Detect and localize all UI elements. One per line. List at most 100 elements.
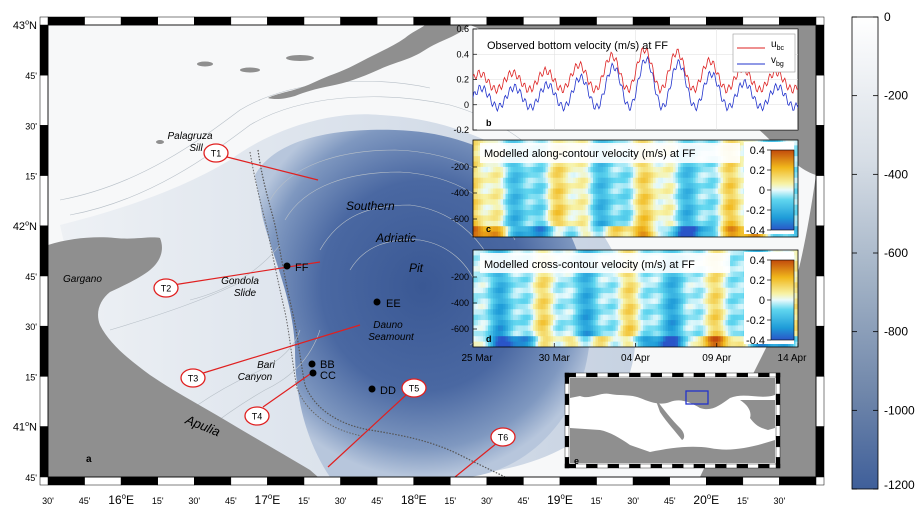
- date-tick-label: 14 Apr: [778, 353, 808, 364]
- date-tick-label: 30 Mar: [539, 353, 571, 364]
- depth-tick-label: -1200: [884, 478, 915, 492]
- velocity-cbar-tick: 0.2: [750, 275, 765, 287]
- transect-t1: T1: [211, 149, 222, 159]
- lat-label: 45': [25, 473, 37, 483]
- panel-b-y-ticks: 0.6 0.4 0.2 0 -0.2: [453, 24, 477, 135]
- depth-colorbar: 0 -200 -400 -600 -800 -1000 -1200: [851, 10, 915, 492]
- date-tick-label: 04 Apr: [621, 353, 651, 364]
- latitude-labels: 43oN 45' 30' 15' 42oN 45' 30' 15' 41oN 45': [13, 19, 37, 483]
- panel-b: Observed bottom velocity (m/s) at FF ubc…: [453, 24, 799, 135]
- transect-t2: T2: [161, 284, 172, 294]
- lon-label: 15': [298, 496, 310, 506]
- lon-label: 30': [774, 496, 786, 506]
- transect-t6: T6: [498, 433, 509, 443]
- station-cc-marker: [309, 369, 317, 377]
- legend-v-label: vbg: [771, 55, 784, 68]
- depth-axis-tick: -600: [451, 324, 469, 334]
- lon-label: 30': [335, 496, 347, 506]
- lon-label: 17oE: [255, 492, 281, 507]
- lat-label: 15': [25, 372, 37, 382]
- v-bg-series-line: [473, 55, 798, 113]
- panel-e-inset: e: [564, 372, 781, 469]
- legend-u-label: ubc: [771, 39, 784, 52]
- map-frame: [39, 16, 825, 486]
- station-dd-label: DD: [380, 385, 396, 397]
- panel-b-y-tick: 0: [464, 100, 469, 110]
- lon-label: 20oE: [693, 492, 719, 507]
- inset-frame: [564, 372, 781, 469]
- transect-t4: T4: [252, 412, 263, 422]
- lat-label: 43oN: [13, 19, 37, 32]
- depth-tick-label: -600: [884, 246, 908, 260]
- station-bb-label: BB: [320, 359, 335, 371]
- panel-c-y-ticks: -200 -400 -600: [451, 162, 477, 224]
- velocity-cbar-tick: 0.4: [750, 145, 765, 157]
- depth-tick-label: -400: [884, 167, 908, 181]
- panel-d-x-ticks: 25 Mar 30 Mar 04 Apr 09 Apr 14 Apr: [461, 343, 807, 364]
- panel-c: Modelled along-contour velocity (m/s) at…: [451, 139, 799, 238]
- depth-tick-label: -1000: [884, 403, 915, 417]
- lon-label: 45': [664, 496, 676, 506]
- lon-label: 15': [152, 496, 164, 506]
- map-inner-border: [47, 24, 817, 478]
- date-tick-label: 09 Apr: [702, 353, 732, 364]
- lat-label: 30': [25, 322, 37, 332]
- lat-label: 41oN: [13, 420, 37, 433]
- dauno-label: Dauno Seamount: [368, 320, 415, 343]
- palagruza-label: Palagruza Sill: [167, 131, 212, 154]
- panel-c-title-bg: [480, 143, 740, 163]
- velocity-cbar-tick: 0: [759, 185, 765, 197]
- coast-croatia: [48, 25, 470, 100]
- velocity-cbar-tick: -0.2: [746, 205, 765, 217]
- island: [240, 67, 260, 73]
- lat-label: 45': [25, 71, 37, 81]
- depth-tick-label: 0: [884, 10, 891, 24]
- lon-label: 19oE: [547, 492, 573, 507]
- lon-label: 30': [627, 496, 639, 506]
- panel-d-letter: d: [486, 334, 492, 344]
- adriatic-label: Adriatic: [375, 231, 416, 245]
- lon-label: 18oE: [401, 492, 427, 507]
- lon-label: 45': [518, 496, 530, 506]
- lat-label: 30': [25, 121, 37, 131]
- depth-axis-tick: -400: [451, 298, 469, 308]
- velocity-cbar-tick: 0.2: [750, 165, 765, 177]
- island: [197, 61, 213, 67]
- lon-label: 15': [591, 496, 603, 506]
- panel-d-title: Modelled cross-contour velocity (m/s) at…: [484, 259, 695, 271]
- lon-label: 45': [79, 496, 91, 506]
- panel-d-title-bg: [480, 253, 730, 273]
- lat-label: 15': [25, 172, 37, 182]
- depth-axis-tick: -200: [451, 162, 469, 172]
- inset-italy: [655, 398, 685, 440]
- coast-italy: [48, 237, 318, 477]
- bari-label: Bari Canyon: [238, 360, 276, 383]
- velocity-cbar-tick: -0.4: [746, 225, 765, 237]
- lon-label: 30': [42, 496, 54, 506]
- lon-label: 30': [188, 496, 200, 506]
- panel-b-letter: b: [486, 118, 492, 128]
- lon-label: 16oE: [108, 492, 134, 507]
- stations: FF EE BB CC DD: [283, 262, 401, 397]
- panel-c-axes: [472, 139, 799, 238]
- inset-study-area-box: [685, 390, 709, 405]
- panel-d: Modelled cross-contour velocity (m/s) at…: [451, 249, 807, 364]
- lat-label: 45': [25, 272, 37, 282]
- inset-africa: [570, 428, 775, 463]
- depth-tick-label: -800: [884, 325, 908, 339]
- shelf-break-contour-2: [249, 151, 363, 437]
- island: [156, 140, 164, 144]
- panel-b-title: Observed bottom velocity (m/s) at FF: [487, 40, 668, 52]
- depth-axis-tick: -600: [451, 214, 469, 224]
- panel-b-y-tick: 0.2: [456, 75, 469, 85]
- panel-d-y-ticks: -200 -400 -600: [451, 272, 477, 334]
- transect-lines: [172, 156, 498, 478]
- station-ee-label: EE: [386, 298, 401, 310]
- panel-c-colorbar: 0.4 0.2 0 -0.2 -0.4: [744, 142, 795, 237]
- station-ee-marker: [373, 298, 381, 306]
- velocity-cbar-tick: 0.4: [750, 255, 765, 267]
- depth-tick-label: -200: [884, 89, 908, 103]
- inset-greece-turkey: [740, 400, 775, 430]
- panel-e-letter: e: [574, 456, 579, 466]
